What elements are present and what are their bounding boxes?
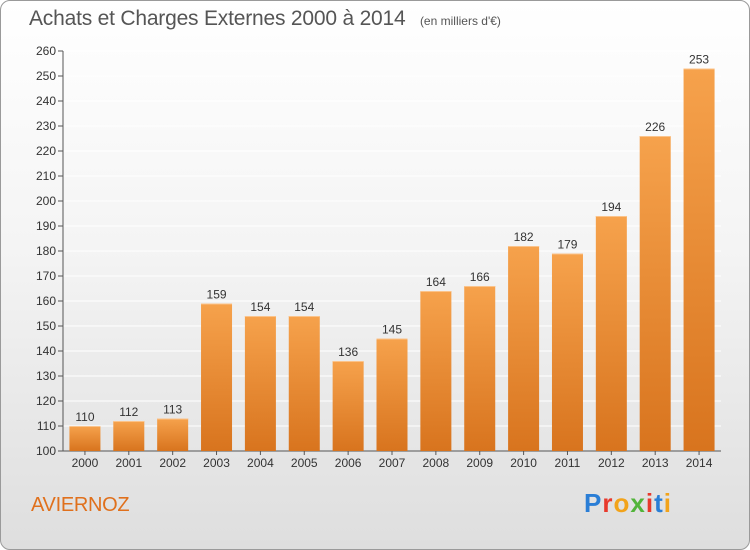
y-tick-label: 250 <box>36 69 56 83</box>
chart-title: Achats et Charges Externes 2000 à 2014 <box>29 7 406 30</box>
y-tick-label: 230 <box>36 119 56 133</box>
x-tick-label: 2005 <box>291 456 318 470</box>
x-tick-label: 2013 <box>642 456 669 470</box>
proxiti-logo: Proxiti <box>584 488 672 518</box>
y-tick-label: 180 <box>36 244 56 258</box>
y-tick-label: 100 <box>36 444 56 458</box>
y-tick-label: 160 <box>36 294 56 308</box>
data-label: 154 <box>294 300 314 314</box>
chart-unit: (en milliers d'€) <box>419 14 501 28</box>
y-tick-label: 170 <box>36 269 56 283</box>
data-labels: 110 112 113 159 154 154 136 145 164 166 182 179 194 2… <box>75 53 709 425</box>
data-label: 226 <box>645 120 665 134</box>
tick-labels: 100 110 120 130 140 150 160 170 180 190 200 210 220 2… <box>36 44 713 470</box>
data-label: 194 <box>601 200 621 214</box>
data-label: 159 <box>207 288 227 302</box>
bar <box>595 216 627 451</box>
y-tick-label: 140 <box>36 344 56 358</box>
data-label: 253 <box>689 53 709 67</box>
data-label: 154 <box>250 300 270 314</box>
y-tick-label: 220 <box>36 144 56 158</box>
x-tick-label: 2004 <box>247 456 274 470</box>
bar <box>201 303 233 451</box>
y-tick-label: 240 <box>36 94 56 108</box>
data-label: 182 <box>514 230 534 244</box>
y-tick-label: 130 <box>36 369 56 383</box>
data-label: 179 <box>557 238 577 252</box>
bar <box>639 136 671 451</box>
y-tick-label: 190 <box>36 219 56 233</box>
y-tick-label: 120 <box>36 394 56 408</box>
x-tick-label: 2006 <box>335 456 362 470</box>
data-label: 164 <box>426 275 446 289</box>
x-tick-label: 2011 <box>555 456 581 470</box>
bar <box>376 338 408 451</box>
bar <box>464 286 496 451</box>
x-tick-label: 2001 <box>115 456 142 470</box>
data-label: 110 <box>75 410 94 424</box>
bar <box>69 426 101 451</box>
y-tick-label: 260 <box>36 44 56 58</box>
title-row: Achats et Charges Externes 2000 à 2014 (… <box>29 7 501 31</box>
bar <box>551 253 583 451</box>
x-tick-label: 2012 <box>598 456 625 470</box>
x-tick-label: 2014 <box>686 456 713 470</box>
bar <box>508 246 540 451</box>
x-tick-label: 2007 <box>379 456 406 470</box>
y-tick-label: 150 <box>36 319 56 333</box>
y-tick-label: 110 <box>37 419 56 433</box>
bar <box>420 291 452 451</box>
data-label: 166 <box>470 270 490 284</box>
y-tick-label: 210 <box>36 169 56 183</box>
bar <box>113 421 145 451</box>
data-label: 112 <box>119 405 138 419</box>
bar <box>157 418 189 451</box>
data-label: 113 <box>163 403 182 417</box>
bar <box>244 316 276 451</box>
x-tick-label: 2008 <box>423 456 450 470</box>
y-tick-label: 200 <box>36 194 56 208</box>
bar <box>288 316 320 451</box>
x-tick-label: 2010 <box>510 456 537 470</box>
place-name: AVIERNOZ <box>31 494 130 516</box>
bars <box>69 68 715 451</box>
x-tick-label: 2000 <box>72 456 99 470</box>
x-tick-label: 2002 <box>159 456 186 470</box>
x-tick-label: 2003 <box>203 456 230 470</box>
bar <box>332 361 364 451</box>
data-label: 145 <box>382 323 402 337</box>
x-tick-label: 2009 <box>466 456 493 470</box>
bar <box>683 68 715 451</box>
data-label: 136 <box>338 345 358 359</box>
